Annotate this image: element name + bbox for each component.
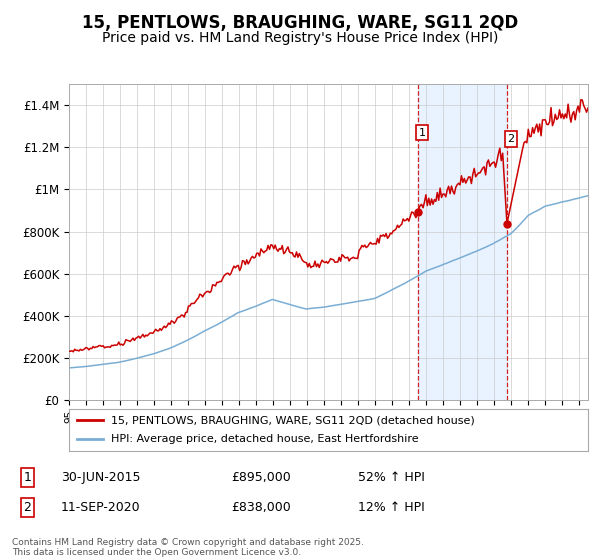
Text: 2: 2: [508, 134, 515, 144]
Text: 15, PENTLOWS, BRAUGHING, WARE, SG11 2QD: 15, PENTLOWS, BRAUGHING, WARE, SG11 2QD: [82, 14, 518, 32]
Text: £838,000: £838,000: [231, 501, 290, 514]
Text: Price paid vs. HM Land Registry's House Price Index (HPI): Price paid vs. HM Land Registry's House …: [102, 31, 498, 45]
Text: 1: 1: [23, 471, 31, 484]
Text: HPI: Average price, detached house, East Hertfordshire: HPI: Average price, detached house, East…: [110, 435, 418, 445]
Text: 15, PENTLOWS, BRAUGHING, WARE, SG11 2QD (detached house): 15, PENTLOWS, BRAUGHING, WARE, SG11 2QD …: [110, 415, 474, 425]
Bar: [418, 84, 506, 400]
Text: 1: 1: [419, 128, 425, 138]
Text: Contains HM Land Registry data © Crown copyright and database right 2025.
This d: Contains HM Land Registry data © Crown c…: [12, 538, 364, 557]
Text: £895,000: £895,000: [231, 471, 290, 484]
Text: 52% ↑ HPI: 52% ↑ HPI: [358, 471, 424, 484]
Text: 2: 2: [23, 501, 31, 514]
Text: 12% ↑ HPI: 12% ↑ HPI: [358, 501, 424, 514]
Text: 11-SEP-2020: 11-SEP-2020: [61, 501, 140, 514]
Text: 30-JUN-2015: 30-JUN-2015: [61, 471, 140, 484]
